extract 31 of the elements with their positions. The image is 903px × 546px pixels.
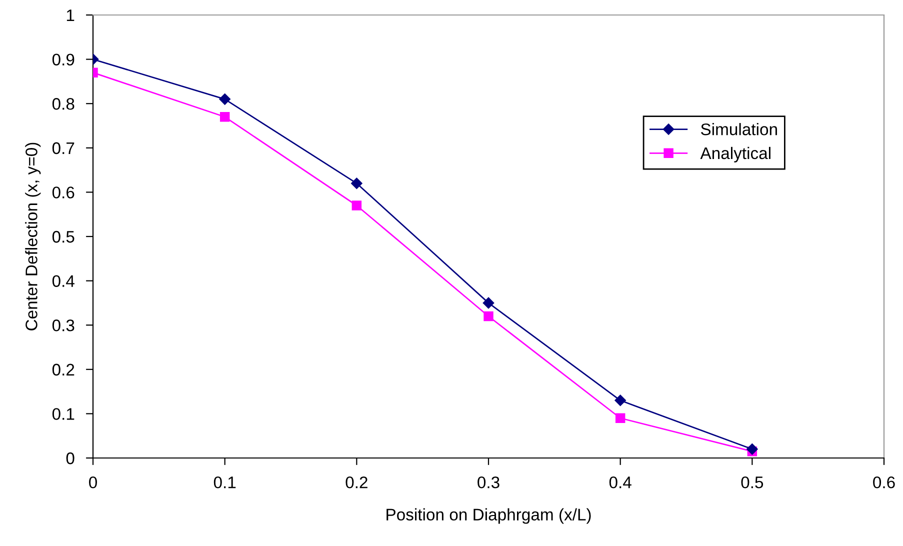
y-tick-label: 0.6 [52, 186, 74, 198]
y-tick-label: 0.4 [52, 275, 74, 288]
x-tick-label: 0.6 [873, 476, 895, 488]
y-tick-label: 0.1 [52, 408, 74, 420]
point [219, 94, 230, 105]
x-tick-label: 0.4 [609, 476, 632, 488]
point [351, 178, 362, 189]
point [352, 200, 362, 210]
y-tick-label: 0.7 [52, 142, 74, 154]
point [484, 311, 494, 322]
x-axis-title: Position on Diaphrgam (x/L) [386, 508, 591, 524]
legend-label: Simulation [700, 123, 777, 136]
y-tick-label: 0.8 [52, 98, 74, 110]
y-tick-label: 0.3 [52, 320, 74, 332]
x-tick-label: 0.5 [741, 476, 764, 488]
x-tick-label: 0.2 [346, 476, 368, 488]
legend-label: Analytical [700, 146, 770, 162]
y-tick-label: 0.5 [52, 230, 74, 243]
y-tick-label: 0.2 [52, 364, 74, 376]
y-tick-label: 0 [66, 452, 74, 464]
x-tick-label: 0 [89, 476, 97, 488]
x-tick-label: 0.1 [214, 476, 236, 488]
y-tick-label: 0.9 [52, 54, 74, 66]
point [220, 112, 230, 122]
y-axis-title: Center Deflection (x, y=0) [25, 142, 41, 330]
x-tick-label: 0.3 [478, 476, 500, 488]
y-tick-label: 1 [66, 10, 74, 22]
point [746, 444, 758, 455]
point [482, 297, 494, 309]
point [614, 394, 626, 406]
point [615, 413, 626, 423]
